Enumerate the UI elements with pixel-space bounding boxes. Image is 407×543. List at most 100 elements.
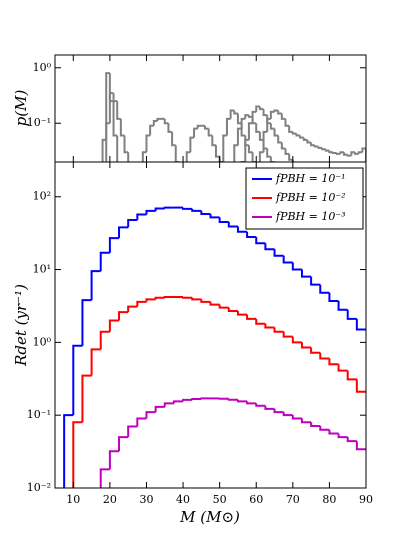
- step-bin: [90, 270, 101, 301]
- step-bin: [136, 300, 147, 307]
- step-bin: [156, 117, 162, 121]
- step-bin: [200, 397, 211, 400]
- step-bin: [118, 436, 129, 452]
- step-bin: [149, 124, 154, 136]
- step-bin: [328, 358, 339, 366]
- step-bin: [225, 117, 231, 136]
- step-bin: [284, 148, 290, 155]
- y-axis-label: Rdet (yr⁻¹): [12, 284, 30, 367]
- step-bin: [335, 152, 341, 155]
- step-bin: [227, 307, 238, 312]
- x-tick-label: 10: [66, 493, 80, 506]
- step-bin: [112, 93, 118, 103]
- y-tick-label: 10⁻¹: [27, 408, 51, 421]
- x-tick-label: 90: [359, 493, 373, 506]
- step-bin: [247, 145, 253, 154]
- step-bin: [273, 327, 284, 333]
- plot-area: [63, 206, 366, 510]
- step-bin: [258, 131, 264, 141]
- step-bin: [163, 206, 174, 209]
- step-bin: [328, 150, 334, 154]
- step-bin: [154, 405, 165, 413]
- step-bin: [236, 127, 242, 146]
- step-bin: [328, 429, 339, 435]
- step-bin: [337, 433, 348, 439]
- step-bin: [72, 344, 83, 416]
- step-bin: [300, 418, 312, 424]
- step-bin: [269, 123, 275, 130]
- step-bin: [145, 134, 151, 153]
- step-bin: [346, 154, 352, 157]
- step-bin: [355, 379, 366, 393]
- step-bin: [154, 207, 165, 211]
- step-bin: [182, 398, 193, 402]
- step-bin: [227, 398, 238, 401]
- legend-label: fPBH = 10⁻¹: [275, 172, 346, 185]
- step-bin: [291, 131, 297, 135]
- step-bin: [310, 347, 321, 354]
- step-bin: [189, 136, 195, 153]
- step-bin: [139, 169, 143, 182]
- step-bin: [105, 72, 110, 140]
- step-bin: [346, 370, 357, 381]
- step-bin: [346, 309, 357, 320]
- step-bin: [273, 128, 279, 137]
- step-bin: [108, 319, 120, 332]
- step-bin: [163, 402, 174, 407]
- step-bin: [183, 169, 187, 182]
- step-bin: [288, 125, 293, 133]
- step-bin: [218, 304, 229, 309]
- step-bin: [200, 299, 211, 303]
- y-tick-label: 10⁻²: [27, 481, 51, 494]
- step-bin: [255, 403, 266, 407]
- step-bin: [319, 284, 330, 294]
- step-bin: [339, 151, 345, 154]
- step-bin: [346, 437, 357, 443]
- step-bin: [273, 109, 279, 112]
- step-bin: [306, 139, 312, 144]
- step-bin: [207, 128, 213, 137]
- step-bin: [264, 405, 275, 410]
- step-bin: [81, 374, 92, 423]
- step-bin: [200, 210, 211, 215]
- step-bin: [182, 296, 193, 299]
- step-bin: [118, 226, 129, 239]
- step-bin: [269, 110, 275, 119]
- step-bin: [112, 101, 118, 137]
- step-bin: [247, 115, 253, 118]
- step-bin: [236, 226, 248, 233]
- step-bin: [337, 300, 348, 311]
- step-bin: [118, 311, 129, 321]
- step-bin: [277, 135, 282, 144]
- step-bin: [108, 237, 120, 253]
- y-tick-label: 10⁰: [33, 335, 52, 348]
- step-bin: [280, 142, 286, 150]
- step-bin: [99, 251, 110, 272]
- step-bin: [361, 147, 366, 153]
- step-bin: [240, 117, 246, 129]
- step-bin: [291, 262, 302, 271]
- step-bin: [90, 348, 101, 376]
- step-bin: [233, 110, 238, 115]
- step-bin: [258, 106, 264, 111]
- step-bin: [319, 352, 330, 360]
- step-bin: [264, 243, 275, 251]
- step-bin: [251, 152, 257, 162]
- step-bin: [145, 298, 156, 302]
- step-bin: [116, 101, 121, 120]
- step-bin: [255, 236, 266, 245]
- step-bin: [145, 209, 156, 215]
- step-bin: [154, 296, 165, 300]
- step-bin: [64, 508, 73, 510]
- x-tick-label: 50: [213, 493, 227, 506]
- x-tick-label: 60: [249, 493, 263, 506]
- step-bin: [145, 411, 156, 419]
- step-bin: [191, 297, 202, 301]
- step-bin: [99, 468, 110, 488]
- step-bin: [350, 151, 356, 156]
- step-bin: [282, 255, 293, 264]
- step-bin: [284, 118, 290, 127]
- step-bin: [266, 117, 271, 132]
- step-bin: [227, 221, 238, 228]
- step-bin: [302, 137, 308, 141]
